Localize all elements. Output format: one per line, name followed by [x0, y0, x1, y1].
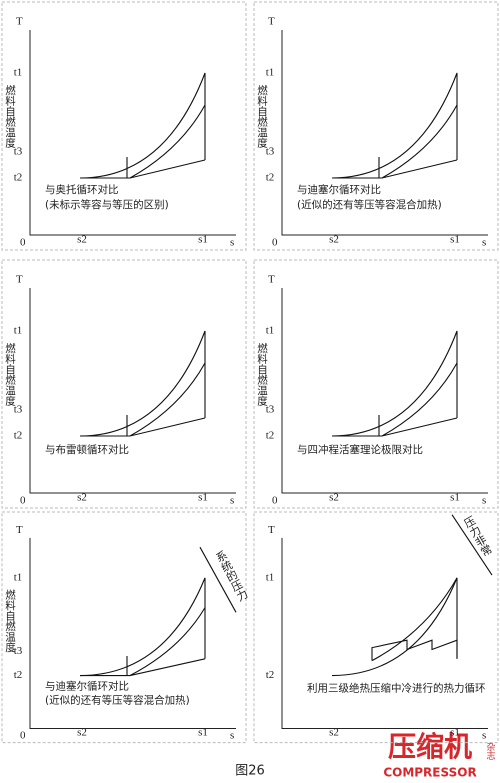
y-tick-label: t2 — [14, 669, 23, 681]
y-tick-label: t3 — [14, 404, 23, 416]
arrow — [451, 514, 493, 576]
y-tick-label: t3 — [266, 404, 275, 416]
panel-frame — [253, 259, 499, 509]
y-axis-label: T — [268, 274, 275, 286]
caption: 利用三级绝热压缩中冷进行的热力循环 — [307, 682, 486, 695]
y-tick-label: t3 — [14, 146, 23, 158]
x-axis-label: s — [230, 495, 234, 507]
outer-curve — [79, 72, 206, 179]
panel-frame — [253, 1, 499, 251]
arrow — [199, 546, 237, 613]
x-tick-label: s2 — [77, 234, 87, 246]
x-tick-label: s1 — [198, 234, 208, 246]
x-axis-label: s — [482, 237, 486, 249]
caption: (近似的还有等压等容混合加热) — [297, 198, 442, 211]
axes — [29, 30, 236, 236]
annotation: 系统的压力 — [213, 548, 250, 603]
x-tick-label: s1 — [450, 234, 460, 246]
axes — [281, 288, 488, 494]
figure-caption: 图26 — [235, 764, 265, 779]
panel: Ts 0 t1 t3 t2 燃料自燃温度 s2 s1 与迪塞尔循环对比(近似的还有等压等容混合加… — [1, 511, 250, 744]
y-label: 燃料自燃温度 — [4, 84, 16, 149]
outer-curve — [331, 577, 458, 677]
panel: Ts 0 t1 t3 t2 燃料自燃温度 s2 s1 与奥托循环对比 (未标示等容与等压的区别) — [1, 1, 247, 251]
watermark-brand: 压缩机 — [388, 730, 472, 763]
panel-frame — [1, 1, 247, 251]
x-tick-label: s2 — [77, 492, 87, 504]
panel: Ts 0 t1 t3 t2 燃料自燃温度 s2 s1 与四冲程活塞理论极限对比 — [253, 259, 499, 509]
y-axis-label: T — [268, 16, 275, 28]
y-tick-label: t3 — [266, 146, 275, 158]
y-tick-label: t2 — [14, 172, 23, 184]
origin-label: 0 — [20, 237, 26, 249]
caption: 与迪塞尔循环对比 — [297, 183, 381, 196]
y-tick-label: t1 — [14, 571, 23, 583]
inner-curve — [332, 362, 458, 437]
outer-curve — [331, 72, 458, 179]
y-tick-label: t2 — [266, 669, 275, 681]
y-tick-label: t2 — [266, 172, 275, 184]
x-tick-label: s2 — [77, 727, 87, 739]
origin-label: 0 — [20, 730, 26, 742]
y-tick-label: t3 — [14, 645, 23, 657]
x-tick-label: s2 — [329, 234, 339, 246]
stepped-cycle — [371, 577, 458, 662]
y-tick-label: t1 — [266, 67, 275, 79]
y-label: 燃料自燃温度 — [4, 342, 16, 407]
panel-frame — [253, 511, 499, 744]
axes — [29, 537, 236, 730]
caption: 与奥托循环对比 — [45, 183, 119, 196]
origin-label: 0 — [272, 495, 278, 507]
axes — [29, 288, 236, 494]
outer-curve — [79, 577, 206, 677]
origin-label: 0 — [272, 237, 278, 249]
inner-curve — [80, 104, 206, 179]
watermark-en: COMPRESSOR — [383, 766, 476, 780]
y-tick-label: t2 — [14, 430, 23, 442]
y-axis-label: T — [16, 274, 23, 286]
x-axis-label: s — [482, 730, 486, 742]
x-axis-label: s — [230, 730, 234, 742]
caption: 与迪塞尔循环对比 — [45, 680, 129, 693]
y-tick-label: t1 — [266, 571, 275, 583]
panel: Ts 0 t1 t3 t2 燃料自燃温度 s2 s1 与迪塞尔循环对比 (近似的还有等压等容混合加… — [253, 1, 499, 251]
panel-frame — [1, 511, 247, 744]
x-axis-label: s — [230, 237, 234, 249]
caption: (近似的还有等压等容混合加热) — [45, 694, 190, 707]
x-axis-label: s — [482, 495, 486, 507]
x-tick-label: s1 — [198, 492, 208, 504]
inner-curve — [332, 104, 458, 179]
x-tick-label: s2 — [329, 492, 339, 504]
panel-frame — [1, 259, 247, 509]
inner-curve — [80, 607, 206, 677]
y-label: 燃料自燃温度 — [4, 588, 16, 653]
x-tick-label: s2 — [329, 727, 339, 739]
axes — [281, 30, 488, 236]
outer-curve — [79, 330, 206, 437]
y-tick-label: t1 — [14, 325, 23, 337]
y-label: 燃料自燃温度 — [256, 342, 268, 407]
x-tick-label: s1 — [450, 492, 460, 504]
y-axis-label: T — [16, 16, 23, 28]
caption: 与布雷顿循环对比 — [45, 443, 129, 456]
outer-curve — [331, 330, 458, 437]
y-tick-label: t1 — [14, 67, 23, 79]
y-label: 燃料自燃温度 — [256, 84, 268, 149]
x-tick-label: s1 — [450, 727, 460, 739]
inner-curve — [80, 362, 206, 437]
caption: 与四冲程活塞理论极限对比 — [297, 443, 423, 456]
y-axis-label: T — [268, 524, 275, 536]
origin-label: 0 — [20, 495, 26, 507]
y-tick-label: t1 — [266, 325, 275, 337]
watermark-side: 杂志 — [485, 742, 496, 760]
y-tick-label: t2 — [266, 430, 275, 442]
caption: (未标示等容与等压的区别) — [45, 198, 169, 211]
panel: Ts 0 t1 t3 t2 燃料自燃温度 s2 s1 与布雷顿循环对比 — [1, 259, 247, 509]
axes — [281, 537, 488, 730]
y-axis-label: T — [16, 524, 23, 536]
x-tick-label: s1 — [198, 727, 208, 739]
